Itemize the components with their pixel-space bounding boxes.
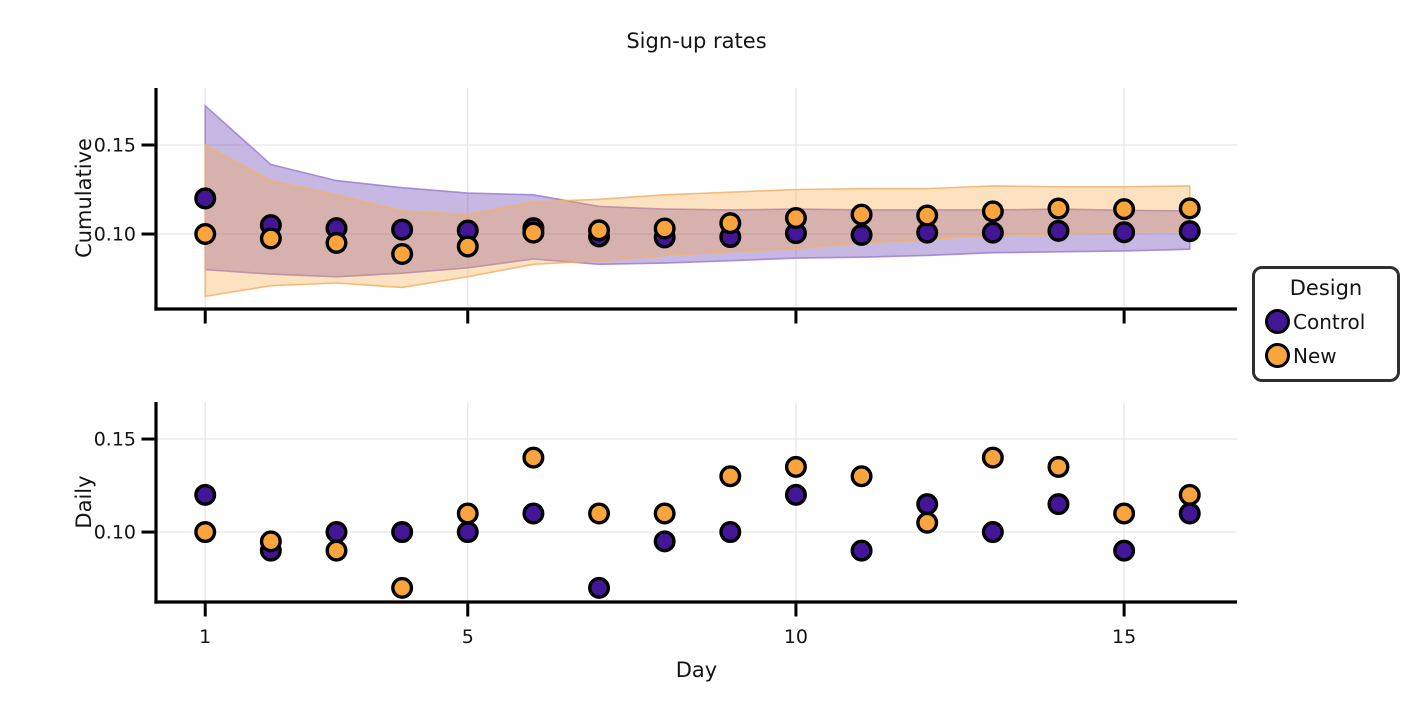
control-point	[1113, 539, 1136, 562]
legend-label-control: Control	[1293, 309, 1366, 334]
legend: Design Control New	[1252, 266, 1400, 382]
x-tick-label: 10	[784, 626, 808, 648]
new-point	[1047, 197, 1070, 220]
control-point	[522, 502, 545, 525]
control-point	[1047, 493, 1070, 516]
new-point	[981, 200, 1004, 223]
y-axis-label-daily: Daily	[72, 475, 96, 529]
legend-entry-new: New	[1265, 343, 1387, 368]
control-point	[588, 576, 611, 599]
new-point	[194, 223, 217, 246]
control-point	[850, 539, 873, 562]
new-point	[653, 502, 676, 525]
new-point	[916, 204, 939, 227]
y-tick-label: 0.15	[94, 429, 136, 451]
new-point	[719, 212, 742, 235]
x-tick-label: 5	[462, 626, 474, 648]
new-point	[1178, 197, 1201, 220]
y-axis-label-cumulative: Cumulative	[72, 138, 96, 258]
new-confidence-band	[204, 143, 1191, 298]
control-point	[325, 521, 348, 544]
control-point	[1113, 221, 1136, 244]
control-point	[194, 483, 217, 506]
new-marker-icon	[1265, 343, 1290, 368]
new-point	[1113, 198, 1136, 221]
new-point	[653, 217, 676, 240]
panel-daily: 1 5 10 150.100.15	[94, 402, 1237, 648]
new-point	[522, 221, 545, 244]
x-tick-label: 15	[1112, 626, 1136, 648]
new-point	[456, 502, 479, 525]
new-point	[391, 242, 414, 265]
y-tick-label: 0.10	[94, 224, 136, 246]
control-point	[1178, 220, 1201, 243]
control-confidence-band	[204, 104, 1191, 278]
legend-label-new: New	[1293, 343, 1337, 368]
new-point	[522, 446, 545, 469]
new-point	[784, 206, 807, 229]
control-point	[456, 521, 479, 544]
new-point	[194, 521, 217, 544]
new-point	[456, 235, 479, 258]
new-point	[391, 576, 414, 599]
control-point	[653, 530, 676, 553]
new-point	[259, 227, 282, 250]
new-point	[850, 203, 873, 226]
new-point	[588, 219, 611, 242]
x-tick-label: 1	[199, 626, 211, 648]
control-point	[1047, 219, 1070, 242]
new-point	[325, 539, 348, 562]
control-point	[981, 221, 1004, 244]
control-point	[194, 187, 217, 210]
new-point	[1047, 455, 1070, 478]
control-point	[391, 218, 414, 241]
new-point	[719, 465, 742, 488]
new-point	[850, 465, 873, 488]
new-point	[325, 231, 348, 254]
new-point	[916, 511, 939, 534]
new-point	[784, 455, 807, 478]
control-point	[1178, 502, 1201, 525]
new-point	[1178, 483, 1201, 506]
new-point	[1113, 502, 1136, 525]
control-point	[719, 521, 742, 544]
control-point	[916, 493, 939, 516]
new-point	[981, 446, 1004, 469]
legend-entry-control: Control	[1265, 309, 1387, 334]
chart-title: Sign-up rates	[626, 29, 767, 53]
y-tick-label: 0.10	[94, 522, 136, 544]
control-point	[850, 223, 873, 246]
x-axis-label-day: Day	[675, 658, 718, 682]
new-point	[588, 502, 611, 525]
new-point	[259, 530, 282, 553]
control-marker-icon	[1265, 309, 1290, 334]
y-tick-label: 0.15	[94, 134, 136, 156]
control-point	[784, 483, 807, 506]
panel-cumulative: 0.10 0.15	[94, 88, 1237, 324]
legend-title: Design	[1289, 276, 1363, 300]
control-point	[981, 521, 1004, 544]
control-point	[391, 521, 414, 544]
